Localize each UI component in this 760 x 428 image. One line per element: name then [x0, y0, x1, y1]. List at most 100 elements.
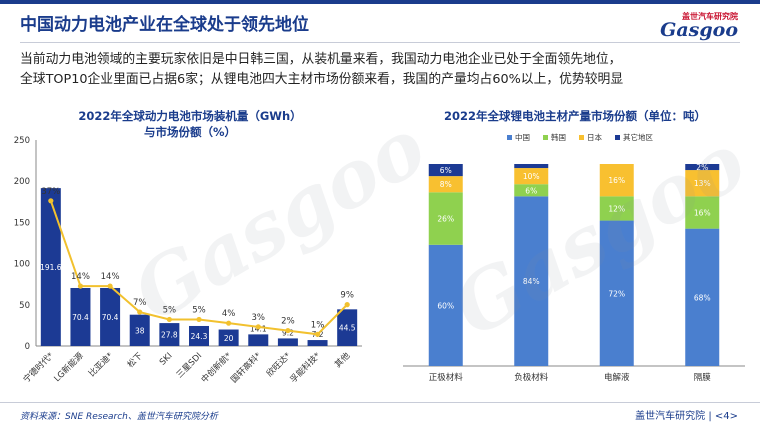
- bar-2: [100, 287, 121, 346]
- bar-5: [189, 325, 209, 346]
- y-tick-label: 200: [14, 177, 30, 187]
- share-point-6: [226, 320, 232, 326]
- x-tick-label: 孚能科技*: [288, 350, 323, 385]
- title-divider: [20, 42, 740, 43]
- x-tick-label: 国轩高科*: [229, 350, 264, 385]
- bar-4: [159, 323, 180, 346]
- stack-segment-2-3: [685, 170, 720, 197]
- left-chart-title-line-2: 与市场份额（%）: [143, 125, 237, 139]
- bar-value-label: 44.5: [339, 324, 356, 333]
- x-tick-label: SKI: [158, 351, 175, 368]
- share-label: 37%: [41, 187, 60, 197]
- bar-1: [70, 287, 91, 346]
- bar-value-label: 70.4: [102, 313, 119, 322]
- stack-segment-3-3: [685, 164, 720, 171]
- legend-label: 中国: [515, 132, 530, 142]
- share-label: 7%: [133, 298, 147, 308]
- legend-swatch-1: [543, 135, 548, 140]
- bar-7: [248, 334, 269, 346]
- share-label: 14%: [71, 272, 90, 282]
- y-tick-label: 250: [14, 136, 30, 146]
- segment-label: 2%: [696, 163, 708, 172]
- top-accent-bar: [0, 0, 760, 4]
- x-tick-label: 三星SDI: [175, 351, 204, 380]
- page-title: 中国动力电池产业在全球处于领先地位: [20, 15, 309, 35]
- share-point-10: [344, 302, 350, 308]
- left-chart-title-line-1: 2022年全球动力电池市场装机量（GWh）: [78, 109, 302, 123]
- segment-label: 8%: [440, 180, 452, 189]
- segment-label: 16%: [608, 176, 625, 185]
- bar-value-label: 70.4: [72, 313, 89, 322]
- x-tick-label: 松下: [125, 350, 145, 370]
- footer-brand: 盖世汽车研究院 | <4>: [635, 411, 738, 422]
- stack-segment-1-2: [599, 196, 634, 221]
- y-tick-label: 0: [25, 342, 30, 352]
- legend-label: 其它地区: [623, 132, 653, 142]
- stack-segment-2-2: [599, 164, 634, 197]
- segment-label: 6%: [440, 166, 452, 175]
- segment-label: 84%: [523, 277, 540, 286]
- bar-value-label: 27.8: [161, 331, 178, 340]
- summary-text: 当前动力电池领域的主要玩家依旧是中日韩三国，从装机量来看，我国动力电池企业已处于…: [20, 50, 745, 90]
- y-tick-label: 100: [14, 260, 30, 270]
- segment-label: 6%: [525, 186, 537, 195]
- segment-label: 16%: [694, 208, 711, 217]
- stack-segment-1-0: [428, 192, 463, 245]
- share-label: 5%: [163, 305, 177, 315]
- share-label: 9%: [340, 291, 354, 301]
- stack-segment-1-1: [514, 184, 549, 197]
- share-point-1: [77, 283, 84, 289]
- bar-6: [218, 329, 239, 346]
- stack-segment-0-3: [685, 228, 720, 366]
- bar-8: [277, 338, 298, 346]
- share-point-5: [196, 316, 202, 323]
- share-label: 5%: [192, 305, 206, 315]
- x-tick-label: 正极材料: [429, 372, 464, 383]
- material-share-chart: 中国 韩国 日本 其它地区 60% 26% 8% 6% 正极材料 84% 6% 10% 负极材料 72% 1…: [403, 132, 745, 383]
- x-tick-label: 电解液: [604, 372, 630, 383]
- stack-segment-0-1: [514, 196, 549, 366]
- segment-label: 26%: [437, 215, 454, 224]
- y-tick-label: 50: [19, 301, 30, 311]
- bar-0: [40, 188, 61, 346]
- share-point-9: [314, 331, 321, 337]
- bar-3: [129, 314, 150, 346]
- x-tick-label: 比亚迪*: [86, 350, 115, 379]
- summary-line-2: 全球TOP10企业里面已占据6家；从锂电池四大主材市场份额来看，我国的产量均占6…: [20, 72, 624, 87]
- x-tick-label: 其他: [332, 350, 352, 370]
- stack-segment-2-1: [514, 168, 549, 185]
- legend-swatch-2: [579, 135, 584, 140]
- share-point-3: [137, 309, 143, 315]
- segment-label: 68%: [694, 293, 711, 302]
- share-label: 14%: [101, 272, 120, 282]
- bar-value-label: 24.3: [191, 332, 208, 341]
- share-point-2: [107, 283, 113, 289]
- bar-10: [337, 309, 358, 346]
- segment-label: 12%: [608, 204, 625, 213]
- gasgoo-logo: 盖世汽车研究院 Gasgoo: [648, 11, 738, 43]
- share-point-7: [255, 324, 261, 330]
- share-label: 2%: [281, 317, 295, 327]
- logo-text-cn: 盖世汽车研究院: [682, 12, 738, 21]
- legend-label: 日本: [587, 132, 602, 142]
- share-point-8: [285, 327, 291, 334]
- y-tick-label: 150: [14, 218, 30, 228]
- logo-text-en: Gasgoo: [660, 19, 738, 41]
- x-tick-label: 欣旺达*: [264, 350, 293, 379]
- bar-value-label: 38: [135, 326, 145, 335]
- stack-segment-0-2: [599, 220, 634, 366]
- installation-chart: 0 50 100 150 200 250 191.6 宁德时代* 70.4 LG新能源 70.4 比亚…: [14, 136, 362, 385]
- share-label: 3%: [252, 313, 266, 323]
- summary-line-1: 当前动力电池领域的主要玩家依旧是中日韩三国，从装机量来看，我国动力电池企业已处于…: [20, 52, 622, 67]
- segment-label: 72%: [608, 289, 625, 298]
- stack-segment-0-0: [428, 244, 463, 366]
- bar-value-label: 191.6: [40, 263, 62, 272]
- x-tick-label: 负极材料: [514, 372, 549, 383]
- footer-divider: [0, 402, 760, 403]
- stack-segment-3-0: [428, 164, 463, 177]
- left-chart-title: 2022年全球动力电池市场装机量（GWh） 与市场份额（%）: [60, 108, 320, 140]
- bar-9: [307, 340, 328, 346]
- bar-value-label: 20: [224, 334, 234, 343]
- legend-swatch-0: [507, 135, 512, 140]
- x-tick-label: LG新能源: [52, 350, 86, 384]
